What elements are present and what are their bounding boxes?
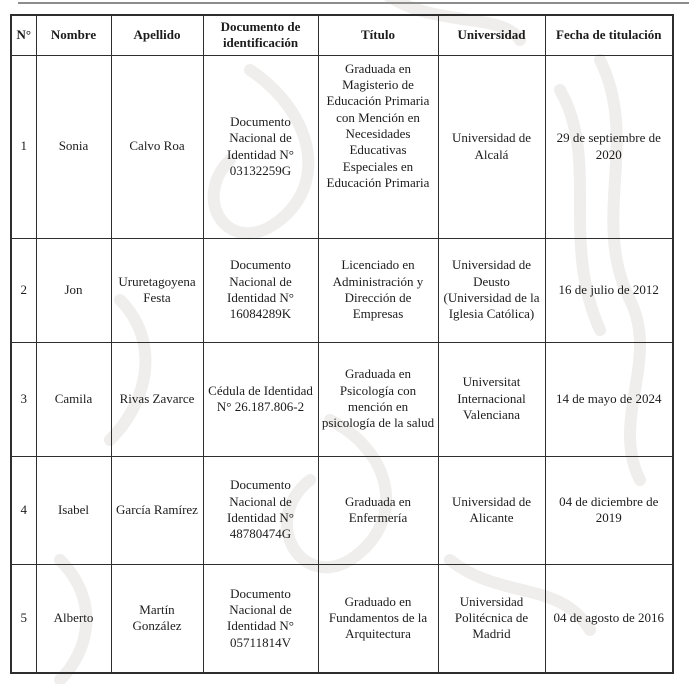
cell-nombre: Camila: [35, 341, 112, 457]
table-row: 3 Camila Rivas Zavarce Cédula de Identid…: [10, 341, 674, 457]
cell-titulo: Graduada en Magisterio de Educación Prim…: [317, 54, 439, 239]
cell-titulo: Graduado en Fundamentos de la Arquitectu…: [317, 563, 439, 674]
cell-titulo: Graduada en Psicología con mención en ps…: [317, 341, 439, 457]
cell-apellido: Ururetagoyena Festa: [110, 237, 204, 343]
cell-nombre: Jon: [35, 237, 112, 343]
cell-fecha: 29 de septiembre de 2020: [544, 54, 674, 239]
table-row: 1 Sonia Calvo Roa Documento Nacional de …: [10, 54, 674, 239]
cell-titulo: Licenciado en Administración y Dirección…: [317, 237, 439, 343]
cell-universidad: Universitat Internacional Valenciana: [437, 341, 546, 457]
cell-numero: 2: [10, 237, 37, 343]
table-header-row: N° Nombre Apellido Documento de identifi…: [10, 14, 674, 56]
column-header-nombre: Nombre: [35, 14, 112, 56]
cell-universidad: Universidad Politécnica de Madrid: [437, 563, 546, 674]
cell-fecha: 04 de diciembre de 2019: [544, 455, 674, 565]
cell-documento: Cédula de Identidad N° 26.187.806-2: [202, 341, 319, 457]
cell-fecha: 04 de agosto de 2016: [544, 563, 674, 674]
cell-apellido: Martín González: [110, 563, 204, 674]
cell-apellido: García Ramírez: [110, 455, 204, 565]
cell-universidad: Universidad de Deusto (Universidad de la…: [437, 237, 546, 343]
column-header-universidad: Universidad: [437, 14, 546, 56]
cell-numero: 5: [10, 563, 37, 674]
cell-nombre: Sonia: [35, 54, 112, 239]
cell-titulo: Graduada en Enfermería: [317, 455, 439, 565]
cell-fecha: 14 de mayo de 2024: [544, 341, 674, 457]
column-header-apellido: Apellido: [110, 14, 204, 56]
column-header-titulo: Título: [317, 14, 439, 56]
table-row: 4 Isabel García Ramírez Documento Nacion…: [10, 455, 674, 565]
cell-numero: 3: [10, 341, 37, 457]
cell-apellido: Calvo Roa: [110, 54, 204, 239]
cell-numero: 1: [10, 54, 37, 239]
cell-documento: Documento Nacional de Identidad N° 03132…: [202, 54, 319, 239]
cell-apellido: Rivas Zavarce: [110, 341, 204, 457]
column-header-numero: N°: [10, 14, 37, 56]
cell-numero: 4: [10, 455, 37, 565]
cell-nombre: Alberto: [35, 563, 112, 674]
cell-universidad: Universidad de Alcalá: [437, 54, 546, 239]
graduates-table: N° Nombre Apellido Documento de identifi…: [10, 14, 674, 674]
column-header-documento: Documento de identificación: [202, 14, 319, 56]
cell-universidad: Universidad de Alicante: [437, 455, 546, 565]
cell-documento: Documento Nacional de Identidad N° 05711…: [202, 563, 319, 674]
cell-documento: Documento Nacional de Identidad N° 48780…: [202, 455, 319, 565]
cell-documento: Documento Nacional de Identidad N° 16084…: [202, 237, 319, 343]
table-row: 2 Jon Ururetagoyena Festa Documento Naci…: [10, 237, 674, 343]
table-row: 5 Alberto Martín González Documento Naci…: [10, 563, 674, 674]
column-header-fecha: Fecha de titulación: [544, 14, 674, 56]
cell-nombre: Isabel: [35, 455, 112, 565]
page-top-rule: [18, 2, 689, 4]
cell-fecha: 16 de julio de 2012: [544, 237, 674, 343]
